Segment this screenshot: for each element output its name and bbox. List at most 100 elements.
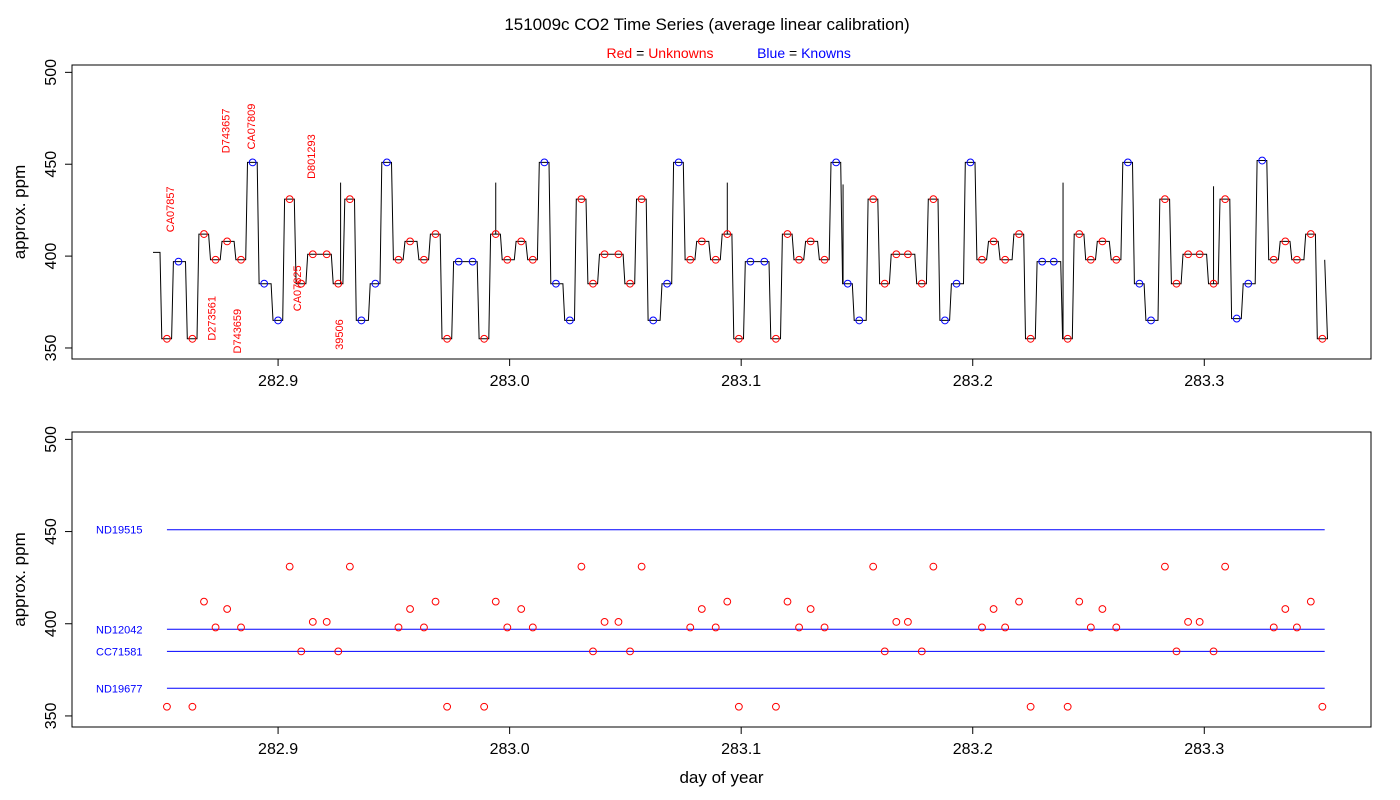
- y-tick-label: 450: [43, 151, 60, 178]
- x-tick-label: 283.3: [1184, 741, 1224, 758]
- sample-id-annotation: D273561: [207, 296, 219, 341]
- unknown-point: [322, 618, 331, 626]
- unknown-point: [697, 237, 706, 246]
- unknown-point: [686, 623, 695, 632]
- unknown-point: [285, 195, 294, 204]
- x-tick-label: 282.9: [258, 741, 298, 758]
- known-point: [855, 316, 864, 325]
- y-tick-label: 500: [43, 426, 60, 453]
- legend-unknowns: Red = Unknowns: [607, 45, 718, 61]
- legend-knowns: Blue = Knowns: [757, 45, 851, 61]
- unknown-point: [1318, 334, 1327, 343]
- unknown-point: [723, 597, 732, 606]
- unknown-point: [1195, 618, 1204, 626]
- unknown-point: [1184, 618, 1192, 626]
- y-tick-label: 350: [43, 702, 60, 729]
- y-tick-label: 350: [43, 335, 60, 362]
- known-point: [1038, 257, 1047, 266]
- unknown-point: [334, 647, 343, 656]
- unknown-point: [503, 623, 512, 632]
- x-tick-label: 282.9: [258, 373, 298, 390]
- unknown-point: [1026, 702, 1035, 711]
- unknown-point: [1026, 334, 1035, 343]
- reference-line-label: CC71581: [96, 646, 142, 658]
- known-point: [760, 257, 769, 266]
- known-point: [952, 279, 961, 288]
- y-axis-label: approx. ppm: [10, 165, 29, 260]
- unknown-point: [686, 255, 695, 264]
- unknown-point: [589, 647, 597, 656]
- legend-unknowns-color: Red: [607, 45, 633, 61]
- unknown-point: [322, 250, 331, 259]
- plot-frame: [71, 431, 1372, 728]
- unknown-point: [1075, 597, 1084, 606]
- unknown-point: [989, 237, 998, 246]
- unknown-point: [772, 702, 780, 711]
- known-point: [1049, 257, 1058, 266]
- unknown-point: [1015, 230, 1023, 238]
- co2-trace-line: [153, 160, 1329, 340]
- known-point: [248, 158, 257, 167]
- known-point: [832, 158, 841, 167]
- unknown-point: [880, 647, 889, 656]
- unknown-point: [420, 623, 428, 632]
- unknown-point: [1221, 195, 1230, 204]
- unknown-point: [420, 255, 428, 264]
- x-tick-label: 283.1: [721, 741, 761, 758]
- known-point: [1123, 158, 1132, 167]
- unknown-point: [345, 195, 354, 204]
- unknown-point: [903, 250, 912, 259]
- unknown-point: [637, 195, 646, 204]
- unknown-point: [929, 562, 938, 571]
- unknown-point: [394, 623, 403, 632]
- known-point: [1147, 316, 1155, 325]
- plot-frame: [71, 64, 1372, 360]
- x-tick-label: 283.1: [721, 373, 761, 390]
- unknown-point: [345, 562, 354, 571]
- unknown-point: [697, 605, 706, 613]
- unknown-point: [285, 562, 294, 571]
- y-tick-label: 450: [43, 518, 60, 545]
- unknown-point: [431, 597, 440, 606]
- unknown-point: [917, 279, 926, 288]
- unknown-point: [188, 702, 197, 711]
- y-tick-label: 400: [43, 610, 60, 637]
- unknown-point: [723, 230, 732, 238]
- known-point: [966, 158, 975, 167]
- unknown-point: [443, 702, 452, 711]
- sample-id-annotation: CA07825: [292, 265, 304, 311]
- known-point: [1258, 156, 1267, 165]
- unknown-point: [528, 623, 537, 632]
- unknown-point: [880, 279, 889, 288]
- unknown-point: [600, 618, 609, 626]
- unknown-point: [223, 237, 232, 246]
- unknown-point: [334, 279, 343, 288]
- y-tick-label: 400: [43, 243, 60, 270]
- known-point: [371, 279, 380, 288]
- unknown-point: [1086, 623, 1095, 632]
- unknown-point: [892, 250, 901, 259]
- unknown-point: [1293, 623, 1301, 632]
- x-tick-label: 283.2: [953, 373, 993, 390]
- known-point: [941, 316, 949, 325]
- unknown-point: [1161, 562, 1169, 571]
- unknown-point: [978, 623, 986, 632]
- unknown-point: [503, 255, 512, 264]
- unknown-point: [806, 605, 815, 613]
- unknown-point: [614, 618, 623, 626]
- unknown-point: [1075, 230, 1084, 238]
- unknown-point: [637, 562, 646, 571]
- reference-line-label: ND19677: [96, 683, 142, 695]
- unknown-point: [577, 195, 586, 204]
- unknown-point: [200, 230, 208, 238]
- known-point: [746, 257, 755, 266]
- unknown-point: [1172, 647, 1181, 656]
- unknown-point: [1195, 250, 1204, 259]
- unknown-point: [406, 237, 414, 246]
- unknown-point: [223, 605, 232, 613]
- known-point: [174, 257, 183, 266]
- unknown-point: [734, 702, 743, 711]
- known-point: [565, 316, 574, 325]
- y-axis-label: approx. ppm: [10, 532, 29, 627]
- unknown-point: [577, 562, 586, 571]
